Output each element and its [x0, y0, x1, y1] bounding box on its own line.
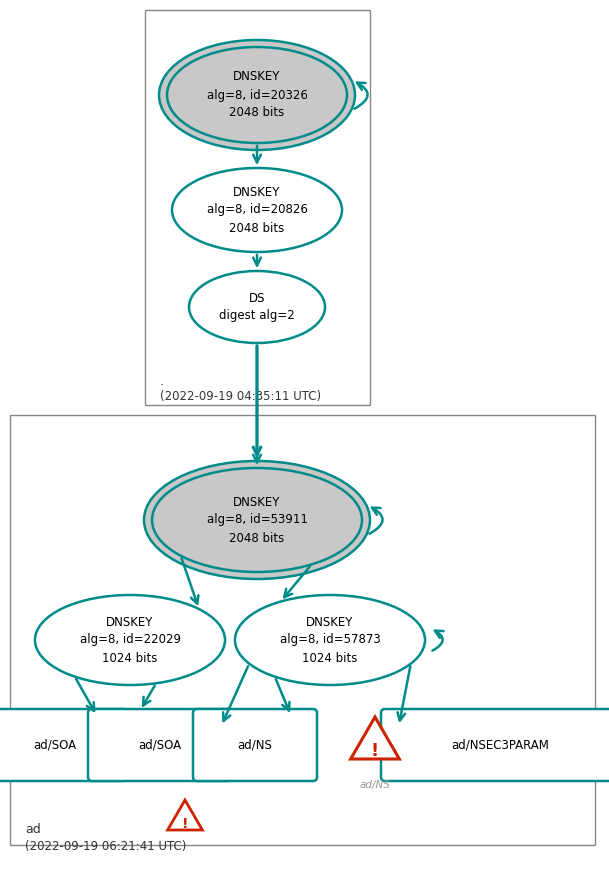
Ellipse shape: [35, 595, 225, 685]
Ellipse shape: [172, 168, 342, 252]
Text: ad/SOA: ad/SOA: [138, 739, 181, 752]
Polygon shape: [167, 800, 202, 830]
Text: DNSKEY
alg=8, id=57873
1024 bits: DNSKEY alg=8, id=57873 1024 bits: [280, 615, 381, 665]
Text: (2022-09-19 04:35:11 UTC): (2022-09-19 04:35:11 UTC): [160, 390, 321, 403]
Text: ad: ad: [25, 823, 41, 836]
Ellipse shape: [144, 461, 370, 579]
Text: DNSKEY
alg=8, id=20326
2048 bits: DNSKEY alg=8, id=20326 2048 bits: [206, 70, 308, 120]
Polygon shape: [351, 717, 400, 759]
Bar: [10, 415, 595, 845]
FancyArrowPatch shape: [370, 507, 382, 534]
Text: ad/NS: ad/NS: [359, 780, 390, 790]
Text: ad/NSEC3PARAM: ad/NSEC3PARAM: [451, 739, 549, 752]
Text: !: !: [181, 817, 188, 831]
Ellipse shape: [235, 595, 425, 685]
Text: DS
digest alg=2: DS digest alg=2: [219, 291, 295, 322]
Ellipse shape: [152, 468, 362, 572]
FancyBboxPatch shape: [193, 709, 317, 781]
Ellipse shape: [167, 47, 347, 143]
Text: DNSKEY
alg=8, id=53911
2048 bits: DNSKEY alg=8, id=53911 2048 bits: [206, 495, 308, 545]
Text: DNSKEY
alg=8, id=20826
2048 bits: DNSKEY alg=8, id=20826 2048 bits: [206, 185, 308, 235]
Text: (2022-09-19 06:21:41 UTC): (2022-09-19 06:21:41 UTC): [25, 840, 186, 853]
Bar: [145, 10, 370, 405]
Text: ad/NS: ad/NS: [238, 739, 272, 752]
Text: DNSKEY
alg=8, id=22029
1024 bits: DNSKEY alg=8, id=22029 1024 bits: [80, 615, 180, 665]
Text: ad/SOA: ad/SOA: [33, 739, 77, 752]
Text: !: !: [371, 742, 379, 760]
FancyBboxPatch shape: [88, 709, 232, 781]
FancyArrowPatch shape: [354, 83, 368, 109]
FancyArrowPatch shape: [432, 631, 443, 651]
Text: .: .: [160, 375, 164, 388]
Ellipse shape: [189, 271, 325, 343]
FancyBboxPatch shape: [381, 709, 609, 781]
Ellipse shape: [159, 40, 355, 150]
FancyBboxPatch shape: [0, 709, 127, 781]
